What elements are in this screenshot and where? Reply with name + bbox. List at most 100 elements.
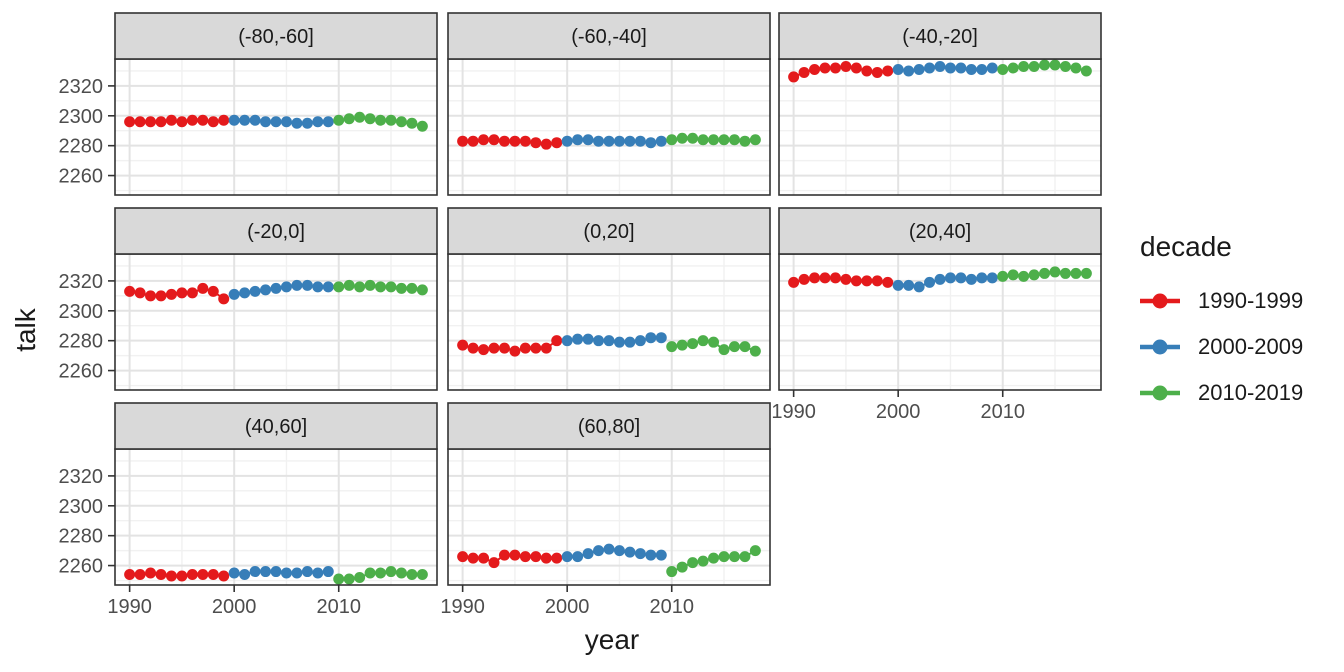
data-point: [165, 570, 177, 582]
data-point: [207, 569, 219, 581]
data-point: [1028, 60, 1040, 72]
data-point: [395, 282, 407, 294]
data-point: [249, 114, 261, 126]
data-point: [892, 279, 904, 291]
data-point: [540, 552, 552, 564]
data-point: [343, 279, 355, 291]
data-point: [519, 551, 531, 563]
data-point: [270, 282, 282, 294]
data-point: [301, 117, 313, 129]
data-point: [687, 338, 699, 350]
data-point: [997, 270, 1009, 282]
data-point: [1018, 270, 1030, 282]
data-point: [924, 276, 936, 288]
data-point: [603, 543, 615, 555]
data-point: [385, 566, 397, 578]
data-point: [613, 545, 625, 557]
data-point: [416, 569, 428, 581]
data-point: [613, 135, 625, 147]
facet-strip: [114, 207, 438, 255]
data-point: [509, 345, 521, 357]
data-point: [343, 573, 355, 585]
legend-key-icon: [1140, 385, 1180, 401]
data-point: [457, 551, 469, 563]
data-point: [1049, 59, 1061, 71]
facet-strip-label: (20,40]: [909, 221, 971, 243]
data-point: [739, 551, 751, 563]
data-point: [687, 557, 699, 569]
data-point: [955, 272, 967, 284]
data-point: [718, 344, 730, 356]
data-point: [850, 62, 862, 74]
facet-(20,40]: (20,40] 1990 2000 2010: [771, 207, 1102, 423]
x-tick-label: 1990: [771, 401, 816, 423]
data-point: [1039, 59, 1051, 71]
x-tick-label: 1990: [107, 596, 152, 618]
data-point: [176, 116, 188, 128]
y-tick-label: 2280: [59, 331, 104, 353]
data-point: [593, 545, 605, 557]
facet-strip-label: (0,20]: [583, 221, 634, 243]
data-point: [354, 111, 366, 123]
panel-background: [448, 59, 770, 195]
data-point: [291, 567, 303, 579]
data-point: [718, 134, 730, 146]
data-point: [395, 116, 407, 128]
y-tick-label: 2320: [59, 76, 104, 98]
data-point: [186, 569, 198, 581]
data-point: [634, 135, 646, 147]
data-point: [903, 279, 915, 291]
data-point: [218, 114, 230, 126]
data-point: [798, 66, 810, 78]
data-point: [1080, 65, 1092, 77]
data-point: [145, 116, 157, 128]
data-point: [666, 134, 678, 146]
data-point: [416, 120, 428, 132]
data-point: [861, 65, 873, 77]
data-point: [913, 63, 925, 75]
y-tick-label: 2260: [59, 361, 104, 383]
data-point: [280, 567, 292, 579]
data-point: [322, 116, 334, 128]
data-point: [270, 116, 282, 128]
data-point: [603, 135, 615, 147]
data-point: [850, 275, 862, 287]
data-point: [540, 342, 552, 354]
data-point: [134, 116, 146, 128]
data-point: [1018, 60, 1030, 72]
data-point: [228, 288, 240, 300]
data-point: [718, 551, 730, 563]
x-tick-label: 2010: [649, 596, 694, 618]
data-point: [572, 551, 584, 563]
data-point: [134, 569, 146, 581]
data-point: [593, 135, 605, 147]
y-tick-label: 2300: [59, 496, 104, 518]
facet-(-20,0]: (-20,0] 2320 2300 2280 2260: [59, 207, 438, 391]
data-point: [1070, 62, 1082, 74]
data-point: [312, 116, 324, 128]
facet-strip: [447, 402, 771, 450]
data-point: [882, 65, 894, 77]
data-point: [819, 272, 831, 284]
data-point: [655, 549, 667, 561]
legend-entry-2010-2019: 2010-2019: [1140, 380, 1303, 405]
x-axis-title: year: [584, 624, 640, 655]
data-point: [385, 281, 397, 293]
data-point: [924, 62, 936, 74]
data-point: [561, 551, 573, 563]
x-tick-label: 2000: [212, 596, 257, 618]
data-point: [551, 137, 563, 149]
data-point: [218, 293, 230, 305]
data-point: [478, 344, 490, 356]
data-point: [416, 284, 428, 296]
data-point: [478, 134, 490, 146]
data-point: [165, 114, 177, 126]
panel-background: [115, 449, 437, 585]
legend-title: decade: [1140, 231, 1232, 262]
data-point: [1080, 267, 1092, 279]
data-point: [561, 335, 573, 347]
data-point: [354, 281, 366, 293]
data-point: [871, 66, 883, 78]
data-point: [892, 63, 904, 75]
